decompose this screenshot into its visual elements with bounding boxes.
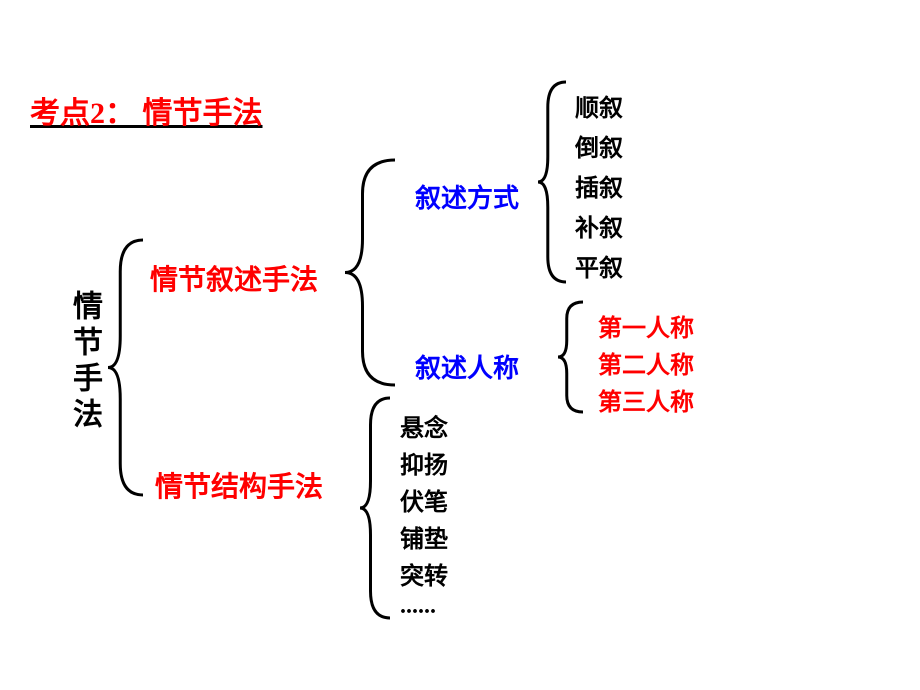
leaf-person-2: 第三人称 (598, 382, 694, 417)
brace-0 (108, 240, 143, 495)
leaf-method-0: 顺叙 (575, 88, 623, 123)
leaf-struct-4: 突转 (400, 556, 448, 591)
leaf-struct-1: 抑扬 (400, 445, 448, 480)
title-prefix: 考点2： (30, 97, 135, 130)
leaf-person-0: 第一人称 (598, 308, 694, 343)
leaf-struct-2: 伏笔 (400, 482, 448, 517)
brace-2 (538, 82, 566, 282)
brace-1 (345, 160, 395, 385)
leaf-method-4: 平叙 (575, 248, 623, 283)
level1-node-0: 情节叙述手法 (150, 258, 318, 298)
level2-node-1: 叙述人称 (415, 348, 519, 385)
brace-4 (360, 398, 390, 618)
leaf-struct-5: ...... (400, 593, 436, 620)
brace-3 (558, 302, 583, 412)
page-title: 考点2： 情节手法 (30, 88, 263, 132)
root-node: 情节手法 (62, 290, 106, 434)
leaf-person-1: 第二人称 (598, 345, 694, 380)
level2-node-0: 叙述方式 (415, 178, 519, 215)
leaf-struct-0: 悬念 (400, 408, 448, 443)
title-label: 情节手法 (143, 97, 263, 130)
leaf-struct-3: 铺垫 (400, 519, 448, 554)
level1-node-1: 情节结构手法 (155, 465, 323, 505)
leaf-method-3: 补叙 (575, 208, 623, 243)
leaf-method-1: 倒叙 (575, 128, 623, 163)
leaf-method-2: 插叙 (575, 168, 623, 203)
